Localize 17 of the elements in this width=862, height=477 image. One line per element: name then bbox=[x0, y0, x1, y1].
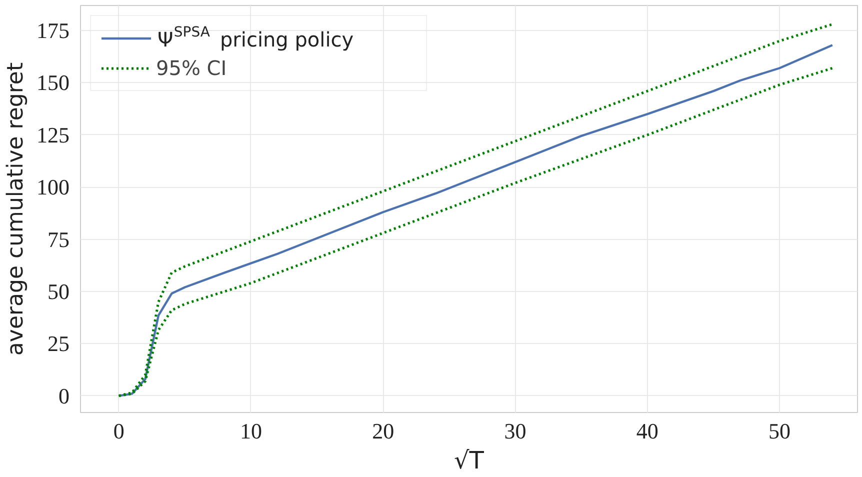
x-tick-label: 0 bbox=[113, 418, 124, 444]
y-tick-label: 150 bbox=[36, 70, 70, 96]
legend-label: 95% CI bbox=[156, 56, 227, 80]
y-tick-label: 100 bbox=[36, 174, 70, 200]
y-tick-label: 0 bbox=[58, 383, 70, 408]
y-tick-label: 175 bbox=[36, 18, 70, 44]
y-tick-label: 50 bbox=[48, 278, 70, 304]
x-tick-label: 30 bbox=[504, 418, 526, 444]
x-tick-label: 50 bbox=[768, 418, 791, 444]
x-tick-label: 20 bbox=[372, 418, 394, 444]
y-tick-label: 125 bbox=[36, 122, 70, 148]
x-axis-title: √T bbox=[454, 446, 484, 474]
x-tick-label: 40 bbox=[636, 418, 658, 444]
y-axis-title: average cumulative regret bbox=[4, 62, 28, 356]
y-tick-label: 25 bbox=[48, 331, 70, 356]
y-tick-label: 75 bbox=[48, 226, 70, 252]
x-tick-label: 10 bbox=[240, 418, 262, 444]
